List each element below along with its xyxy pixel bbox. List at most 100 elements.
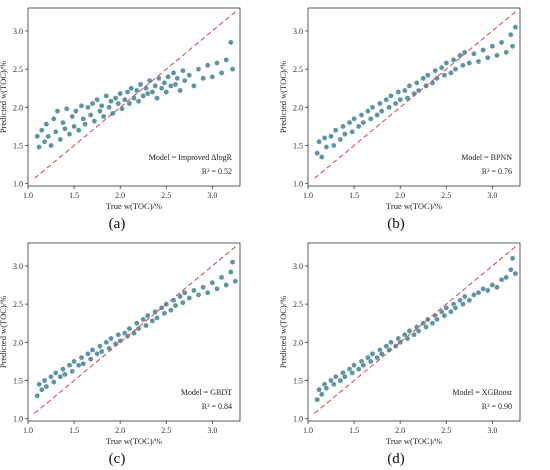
y-axis-label: Predicted w(TOC)/%: [278, 296, 288, 368]
plot-frame: [27, 242, 241, 422]
y-tick-label: 1.5: [293, 377, 303, 386]
data-point: [346, 366, 353, 372]
data-point: [100, 113, 107, 120]
data-point: [152, 308, 158, 315]
data-point: [172, 81, 179, 88]
data-point: [494, 52, 500, 59]
data-point: [126, 100, 133, 107]
data-point: [186, 295, 193, 301]
data-point: [62, 371, 68, 378]
data-point: [112, 95, 119, 101]
data-point: [69, 113, 75, 120]
data-point: [509, 255, 516, 262]
y-tick-label: 1.0: [293, 415, 303, 424]
scatter-panel: 1.0 1.5 2.0 2.5 3.0 1.0 1.5 2.0 2.5 3.0 True w(TOC…: [278, 242, 521, 467]
data-point: [85, 350, 91, 357]
data-point: [332, 373, 339, 380]
data-point: [60, 366, 66, 372]
data-point: [346, 119, 353, 126]
x-tick-label: 1.5: [349, 426, 359, 435]
data-point: [316, 386, 322, 393]
data-point: [195, 292, 202, 298]
x-tick-label: 3.0: [207, 191, 217, 200]
data-point: [461, 49, 468, 56]
data-point: [223, 282, 229, 288]
data-point: [401, 331, 408, 338]
data-point: [358, 112, 365, 118]
y-axis-label: Predicted w(TOC)/%: [278, 61, 288, 133]
panel-label: (b): [387, 216, 405, 232]
data-point: [395, 89, 402, 95]
data-point: [62, 125, 68, 132]
data-point: [489, 282, 496, 288]
data-point: [388, 93, 394, 99]
model-annotation: Model = XGBoost: [452, 388, 512, 397]
data-point: [87, 112, 94, 118]
y-tick-label: 1.0: [13, 180, 23, 189]
x-tick-label: 2.5: [441, 426, 451, 435]
data-point: [365, 354, 371, 361]
data-point: [316, 138, 322, 145]
data-point: [424, 72, 431, 78]
data-point: [509, 43, 516, 50]
data-point: [69, 368, 75, 375]
data-point: [200, 284, 206, 291]
r2-annotation: R² = 0.52: [202, 167, 232, 176]
data-point: [57, 373, 64, 380]
data-point: [137, 81, 144, 88]
data-point: [466, 297, 473, 304]
data-point: [369, 104, 376, 111]
data-point: [152, 83, 158, 89]
data-point: [191, 287, 197, 294]
data-point: [85, 104, 91, 111]
x-tick-label: 1.5: [69, 191, 79, 200]
data-point: [355, 366, 362, 372]
data-point: [232, 278, 239, 285]
data-point: [480, 47, 486, 53]
plot-frame: [307, 7, 521, 187]
data-point: [406, 83, 413, 89]
data-point: [318, 154, 325, 160]
y-tick-label: 1.5: [13, 377, 23, 386]
data-point: [94, 96, 100, 103]
data-point: [87, 356, 94, 362]
data-point: [156, 75, 162, 82]
x-tick-label: 2.5: [441, 191, 451, 200]
data-point: [411, 331, 417, 338]
data-point: [80, 360, 87, 367]
reference-line: [314, 11, 516, 179]
data-point: [154, 95, 160, 101]
data-point: [117, 337, 123, 344]
data-point: [443, 305, 450, 311]
data-point: [229, 66, 236, 72]
data-point: [146, 77, 153, 84]
data-point: [82, 121, 88, 127]
data-point: [115, 100, 122, 107]
y-tick-label: 3.0: [13, 27, 23, 36]
y-tick-label: 2.0: [13, 103, 23, 112]
data-point: [360, 119, 367, 126]
data-point: [103, 339, 110, 346]
data-point: [51, 379, 57, 385]
r2-annotation: R² = 0.84: [202, 402, 232, 411]
data-point: [471, 292, 477, 298]
data-point: [397, 96, 404, 103]
data-point: [195, 66, 202, 72]
data-point: [484, 54, 491, 61]
x-tick-label: 1.5: [349, 191, 359, 200]
data-point: [374, 354, 380, 361]
data-point: [45, 133, 52, 140]
scatter-panel: 1.0 1.5 2.0 2.5 3.0 1.0 1.5 2.0 2.5 3.0 True w(TOC…: [0, 7, 241, 232]
data-point: [34, 392, 41, 399]
data-point: [122, 96, 128, 103]
y-tick-label: 1.5: [293, 142, 303, 151]
data-point: [71, 123, 77, 130]
data-point: [328, 377, 334, 384]
y-tick-label: 3.0: [13, 262, 23, 271]
panel-label: (c): [109, 451, 126, 467]
data-point: [218, 274, 225, 281]
data-point: [43, 121, 50, 127]
data-point: [377, 100, 383, 107]
data-point: [330, 142, 337, 149]
